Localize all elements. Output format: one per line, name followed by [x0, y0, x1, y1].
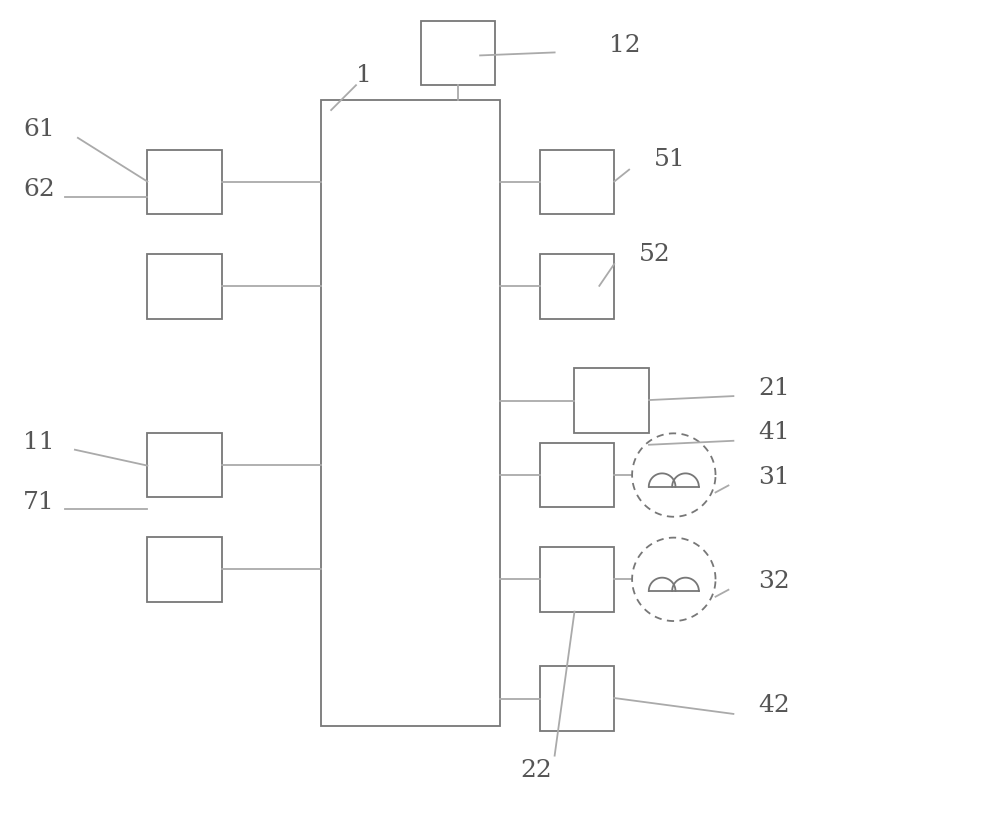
Bar — [147, 433, 222, 497]
Bar — [147, 150, 222, 214]
Text: 42: 42 — [758, 694, 790, 717]
Text: 41: 41 — [758, 421, 790, 444]
Text: 12: 12 — [609, 34, 641, 57]
Text: 31: 31 — [758, 466, 790, 489]
Bar — [321, 100, 500, 726]
Bar — [147, 254, 222, 319]
Bar — [147, 537, 222, 602]
Text: 11: 11 — [23, 431, 55, 454]
Bar — [421, 20, 495, 85]
Text: 32: 32 — [758, 570, 790, 593]
Text: 71: 71 — [23, 491, 55, 514]
Bar — [574, 368, 649, 433]
Bar — [540, 443, 614, 507]
Text: 1: 1 — [356, 64, 372, 87]
Bar — [540, 254, 614, 319]
Text: 21: 21 — [758, 376, 790, 400]
Bar — [540, 547, 614, 612]
Text: 52: 52 — [639, 243, 671, 266]
Bar — [540, 150, 614, 214]
Text: 22: 22 — [520, 759, 552, 782]
Bar — [540, 666, 614, 730]
Text: 61: 61 — [23, 119, 55, 142]
Text: 62: 62 — [23, 178, 55, 201]
Text: 51: 51 — [654, 148, 686, 171]
